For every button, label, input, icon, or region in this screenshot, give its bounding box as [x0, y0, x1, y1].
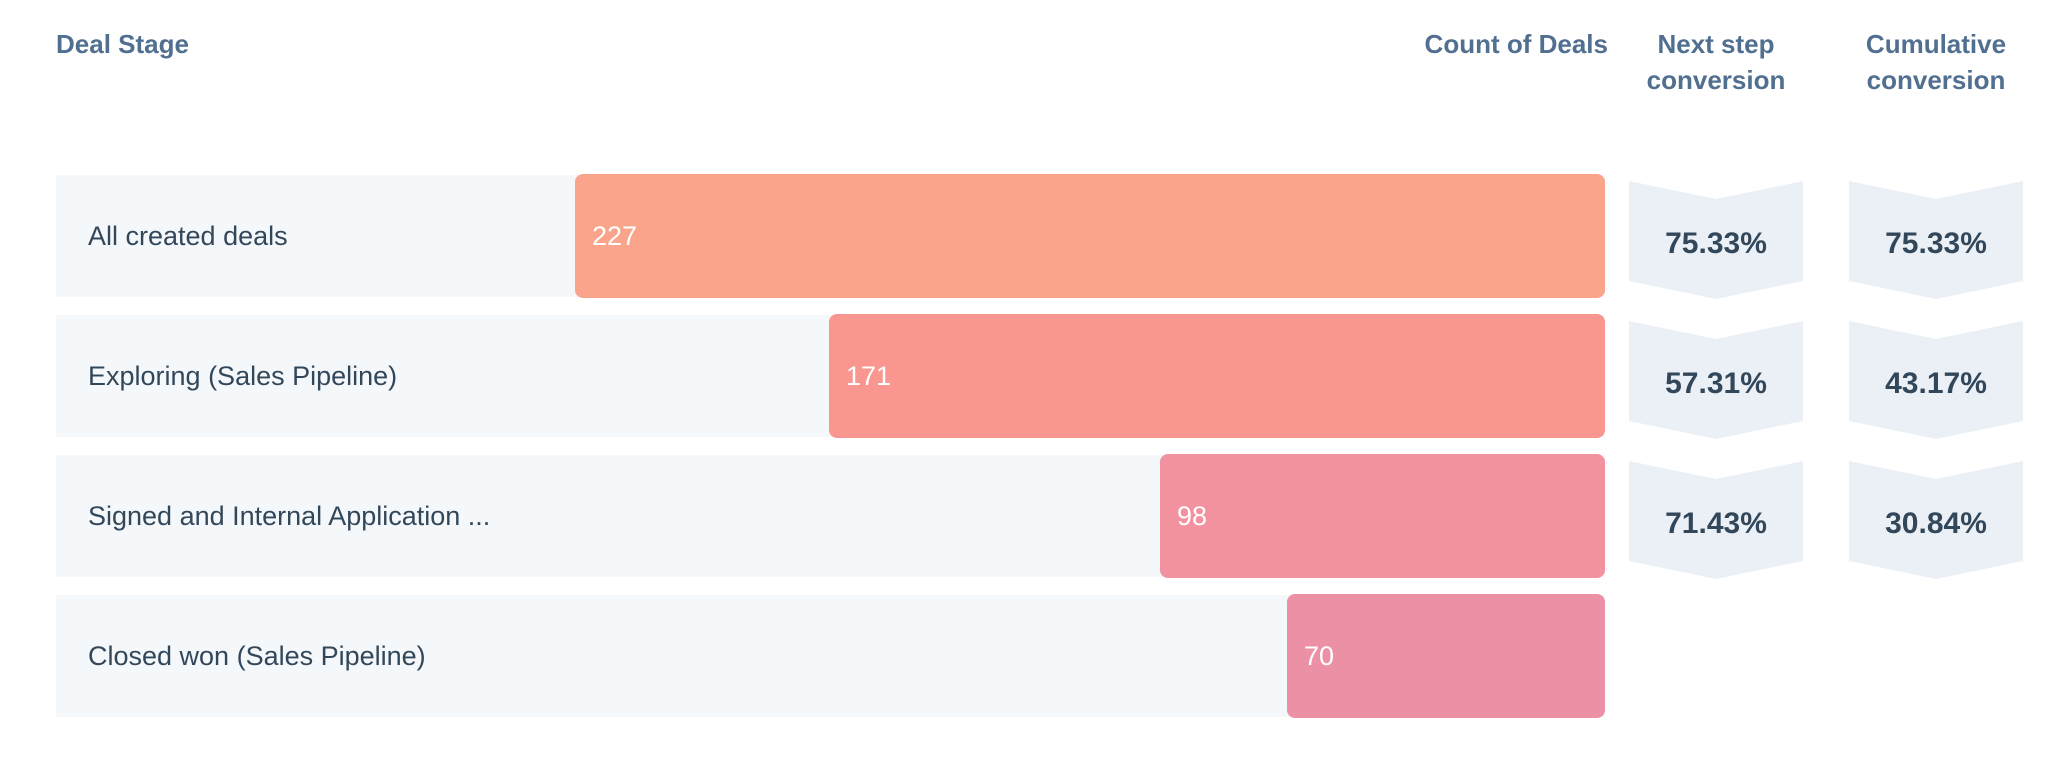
- stage-label: Signed and Internal Application ...: [88, 500, 491, 531]
- funnel-row: Signed and Internal Application ... 98 7…: [0, 454, 2062, 579]
- next-step-conversion-value: 57.31%: [1665, 366, 1767, 400]
- deal-count-value: 227: [592, 220, 638, 251]
- cumulative-conversion-badge: 75.33%: [1849, 181, 2023, 299]
- deal-count-value: 70: [1304, 640, 1335, 671]
- deal-count-value: 171: [846, 360, 892, 391]
- column-header-next-step-conversion: Next step conversion: [1646, 29, 1786, 95]
- deal-count-bar[interactable]: 171: [829, 314, 1605, 438]
- cumulative-conversion-value: 43.17%: [1885, 366, 1987, 400]
- next-step-conversion-badge: 75.33%: [1629, 181, 1803, 299]
- deal-count-bar[interactable]: 227: [575, 174, 1605, 298]
- deal-count-bar[interactable]: 98: [1160, 454, 1605, 578]
- next-step-conversion-value: 71.43%: [1665, 506, 1767, 540]
- next-step-conversion-badge: 57.31%: [1629, 321, 1803, 439]
- cumulative-conversion-value: 30.84%: [1885, 506, 1987, 540]
- next-step-conversion-value: 75.33%: [1665, 226, 1767, 260]
- cumulative-conversion-badge: 30.84%: [1849, 461, 2023, 579]
- funnel-row: Exploring (Sales Pipeline) 171 57.31% 43…: [0, 314, 2062, 439]
- cumulative-conversion-badge: 43.17%: [1849, 321, 2023, 439]
- column-header-count-of-deals: Count of Deals: [1424, 29, 1608, 59]
- stage-label: Closed won (Sales Pipeline): [88, 640, 426, 671]
- column-header-deal-stage: Deal Stage: [56, 29, 189, 59]
- funnel-row: All created deals 227 75.33% 75.33%: [0, 174, 2062, 299]
- column-header-cumulative-conversion: Cumulative conversion: [1865, 29, 2007, 95]
- next-step-conversion-badge: 71.43%: [1629, 461, 1803, 579]
- cumulative-conversion-value: 75.33%: [1885, 226, 1987, 260]
- stage-label: All created deals: [88, 220, 288, 251]
- deal-count-bar[interactable]: 70: [1287, 594, 1605, 718]
- stage-label: Exploring (Sales Pipeline): [88, 360, 398, 391]
- funnel-row: Closed won (Sales Pipeline) 70: [0, 594, 2062, 718]
- deal-count-value: 98: [1177, 500, 1208, 531]
